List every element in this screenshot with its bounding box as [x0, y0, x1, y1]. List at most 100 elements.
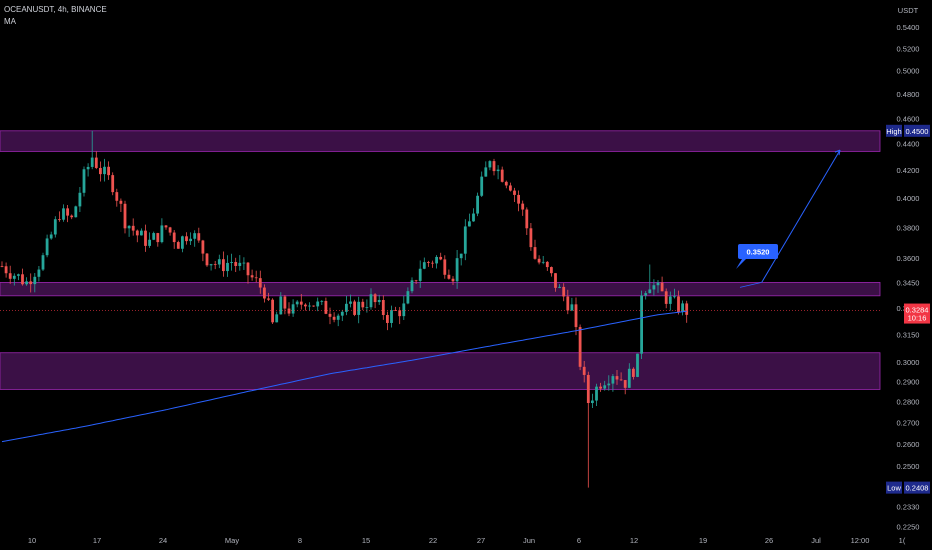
candle-body: [373, 294, 377, 303]
candle-body: [144, 230, 147, 246]
candle-body: [398, 310, 402, 317]
indicator-label[interactable]: MA: [4, 17, 16, 26]
time-tick-label: 6: [577, 536, 581, 545]
candle-body: [197, 233, 201, 241]
symbol-label[interactable]: OCEANUSDT, 4h, BINANCE: [4, 5, 107, 14]
candle-body: [603, 385, 607, 389]
price-tick-label: 0.3800: [897, 223, 920, 232]
candle-body: [172, 232, 176, 243]
time-tick-label: 24: [159, 536, 167, 545]
candle-body: [509, 185, 512, 191]
price-tick-label: 0.3150: [897, 330, 920, 339]
current-price-value: 0.3284: [906, 306, 929, 315]
candle-body: [369, 294, 373, 308]
candle-body: [168, 227, 172, 233]
candle-body: [332, 316, 336, 320]
candle-body: [62, 208, 65, 220]
candle-body: [566, 296, 570, 311]
price-tick-label: 0.5200: [897, 44, 920, 53]
candle-body: [340, 311, 344, 316]
candle-body: [41, 255, 45, 270]
candle-body: [431, 262, 434, 264]
candle-body: [361, 301, 365, 308]
candle-body: [660, 282, 664, 292]
annotation-price-label: 0.3520: [747, 248, 770, 257]
candle-body: [320, 300, 324, 302]
candle-body: [267, 298, 270, 300]
candle-body: [422, 262, 426, 269]
time-tick-label: 1(: [899, 536, 906, 545]
candle-body: [586, 374, 590, 404]
candle-body: [123, 203, 127, 229]
candle-body: [558, 286, 561, 288]
candle-body: [677, 296, 680, 312]
candle-body: [299, 301, 303, 305]
time-tick-label: 22: [429, 536, 437, 545]
candle-body: [86, 166, 90, 170]
candle-body: [205, 253, 209, 266]
candle-body: [275, 314, 279, 323]
price-tick-label: 0.4400: [897, 140, 920, 149]
candle-body: [472, 213, 475, 222]
candle-body: [135, 230, 139, 236]
price-tick-label: 0.2330: [897, 502, 920, 511]
high-value-bg: [904, 124, 930, 137]
candle-body: [418, 268, 422, 281]
candle-body: [242, 262, 246, 264]
candle-body: [94, 157, 98, 168]
candle-body: [353, 301, 356, 315]
candle-body: [611, 376, 615, 384]
candle-body: [480, 176, 484, 196]
time-tick-label: 10: [28, 536, 36, 545]
candle-body: [681, 303, 684, 312]
time-tick-label: May: [225, 536, 239, 545]
candle-body: [582, 366, 586, 375]
candle-body: [476, 195, 479, 214]
candle-body: [615, 376, 619, 380]
candle-body: [131, 225, 135, 231]
candle-body: [656, 282, 660, 286]
candle-body: [468, 221, 471, 227]
price-axis: USDT 0.5400 0.5200 0.5000 0.4800 0.4600 0.4400…: [886, 6, 930, 531]
candle-body: [148, 239, 151, 246]
candle-body: [246, 262, 250, 276]
candle-body: [226, 262, 229, 272]
candle-body: [390, 310, 393, 323]
candle-body: [685, 303, 689, 315]
candle-body: [492, 161, 496, 172]
high-label-bg: [886, 124, 902, 137]
candle-body: [66, 208, 69, 216]
candle-body: [451, 278, 455, 282]
zone-2: [0, 352, 881, 390]
candle-body: [578, 327, 582, 367]
high-label: High: [886, 127, 901, 136]
candle-body: [45, 238, 49, 256]
candle-body: [504, 181, 508, 186]
candle-body: [463, 226, 467, 254]
candle-body: [627, 368, 631, 388]
candle-body: [49, 234, 53, 239]
candle-body: [525, 209, 529, 229]
candle-body: [258, 278, 262, 288]
candle-body: [591, 400, 594, 404]
candle-body: [70, 215, 74, 218]
price-tick-label: 0.4000: [897, 194, 920, 203]
candle-body: [230, 262, 233, 263]
candle-body: [74, 206, 78, 218]
annotation-bubble-tail: [736, 259, 746, 269]
candle-body: [201, 240, 205, 254]
candle-body: [488, 161, 492, 168]
candle-body: [496, 169, 500, 172]
candle-body: [283, 296, 287, 309]
moving-average-line: [1, 310, 687, 443]
candle-body: [447, 274, 451, 279]
candle-body: [357, 301, 361, 315]
annotation-leader: [739, 282, 762, 288]
price-tick-label: 0.2700: [897, 418, 920, 427]
candle-body: [484, 167, 488, 177]
annotation-bubble: [738, 244, 778, 259]
time-tick-label: 27: [477, 536, 485, 545]
time-tick-label: 12:00: [851, 536, 870, 545]
time-tick-label: Jul: [811, 536, 821, 545]
